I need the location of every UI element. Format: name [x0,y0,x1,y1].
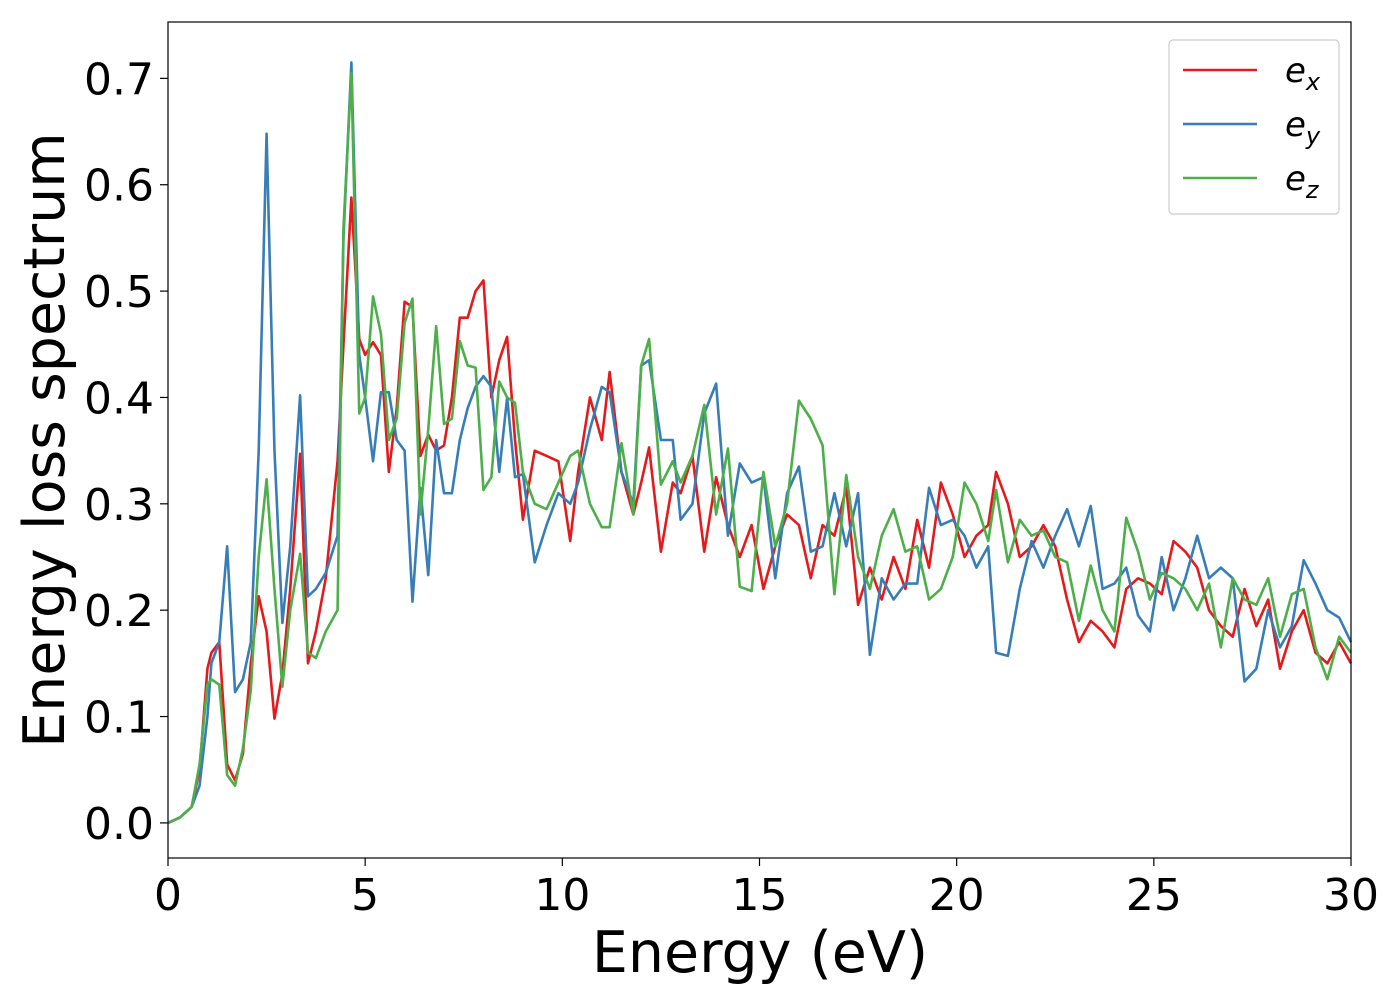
x-axis-label: Energy (eV) [592,920,928,986]
data-line [167,61,1353,825]
y-tick-label: 0.5 [84,267,154,318]
y-tick-label: 0.7 [84,54,154,105]
x-tick-label: 10 [534,870,590,921]
legend-box [1168,39,1340,215]
x-tick-label: 15 [732,870,788,921]
x-tick-label: 25 [1126,870,1182,921]
y-tick-label: 0.1 [84,693,154,744]
data-line [167,71,1353,825]
y-tick-label: 0.6 [84,161,154,212]
legend-subscript: y [1305,122,1321,150]
x-tick-label: 20 [929,870,985,921]
plot-frame [167,21,1352,859]
legend-subscript: z [1305,176,1320,204]
legend-subscript: x [1305,68,1321,96]
x-tick-label: 30 [1323,870,1379,921]
x-tick-label: 0 [154,870,182,921]
data-line [167,196,1353,825]
y-tick-label: 0.0 [84,799,154,850]
y-axis-label: Energy loss spectrum [12,132,78,748]
y-tick-label: 0.4 [84,373,154,424]
y-tick-label: 0.2 [84,586,154,637]
x-tick-label: 5 [351,870,379,921]
y-tick-label: 0.3 [84,480,154,531]
